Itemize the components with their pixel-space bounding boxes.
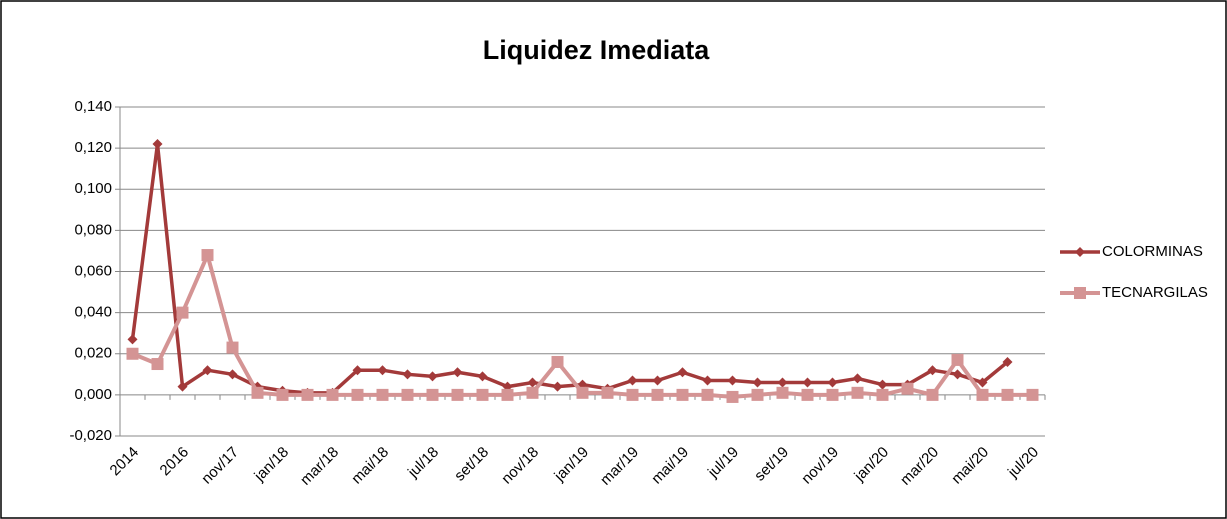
y-tick-label: 0,080 xyxy=(74,221,112,238)
data-point xyxy=(352,365,363,376)
data-point xyxy=(526,386,539,399)
data-point xyxy=(276,388,289,401)
data-point xyxy=(402,369,413,380)
data-point xyxy=(576,386,589,399)
data-point xyxy=(951,353,964,366)
data-point xyxy=(802,377,813,388)
legend-label: COLORMINAS xyxy=(1102,243,1203,260)
y-tick-label: 0,000 xyxy=(74,386,112,403)
legend-marker xyxy=(1074,287,1086,299)
y-tick-label: 0,140 xyxy=(74,98,112,115)
data-point xyxy=(927,365,938,376)
data-point xyxy=(351,388,364,401)
data-point xyxy=(827,377,838,388)
data-point xyxy=(201,249,214,262)
y-tick-label: 0,120 xyxy=(74,139,112,156)
data-point xyxy=(127,334,138,345)
data-point xyxy=(176,306,189,319)
data-point xyxy=(801,388,814,401)
y-tick-label: 0,020 xyxy=(74,345,112,362)
data-point xyxy=(177,381,188,392)
data-point xyxy=(601,386,614,399)
data-point xyxy=(926,388,939,401)
data-point xyxy=(426,388,439,401)
data-point xyxy=(376,388,389,401)
data-point xyxy=(477,371,488,382)
y-tick-label: 0,060 xyxy=(74,262,112,279)
data-point xyxy=(952,369,963,380)
data-point xyxy=(427,371,438,382)
data-point xyxy=(527,377,538,388)
data-point xyxy=(851,386,864,399)
data-point xyxy=(1001,388,1014,401)
data-point xyxy=(676,388,689,401)
data-point xyxy=(852,373,863,384)
chart-title: Liquidez Imediata xyxy=(483,35,711,65)
data-point xyxy=(726,390,739,403)
data-point xyxy=(202,365,213,376)
data-point xyxy=(826,388,839,401)
data-point xyxy=(901,382,914,395)
y-tick-label: 0,040 xyxy=(74,304,112,321)
legend-marker xyxy=(1075,247,1085,257)
data-point xyxy=(227,369,238,380)
data-point xyxy=(751,388,764,401)
data-point xyxy=(326,388,339,401)
data-point xyxy=(151,358,164,371)
data-point xyxy=(652,375,663,386)
data-point xyxy=(701,388,714,401)
data-point xyxy=(551,355,564,368)
data-point xyxy=(876,388,889,401)
data-point xyxy=(226,341,239,354)
y-tick-label: 0,100 xyxy=(74,180,112,197)
data-point xyxy=(626,388,639,401)
y-tick-label: -0,020 xyxy=(69,427,112,444)
data-point xyxy=(452,367,463,378)
data-point xyxy=(501,388,514,401)
data-point xyxy=(976,388,989,401)
data-point xyxy=(251,386,264,399)
data-point xyxy=(776,386,789,399)
data-point xyxy=(451,388,464,401)
data-point xyxy=(777,377,788,388)
data-point xyxy=(552,381,563,392)
data-point xyxy=(651,388,664,401)
data-point xyxy=(377,365,388,376)
data-point xyxy=(476,388,489,401)
data-point xyxy=(752,377,763,388)
data-point xyxy=(1026,388,1039,401)
data-point xyxy=(702,375,713,386)
data-point xyxy=(627,375,638,386)
data-point xyxy=(152,139,163,150)
data-point xyxy=(877,379,888,390)
data-point xyxy=(977,377,988,388)
data-point xyxy=(401,388,414,401)
legend-label: TECNARGILAS xyxy=(1102,284,1208,301)
data-point xyxy=(126,347,139,360)
data-point xyxy=(1002,356,1013,367)
data-point xyxy=(727,375,738,386)
data-point xyxy=(301,388,314,401)
data-point xyxy=(677,367,688,378)
